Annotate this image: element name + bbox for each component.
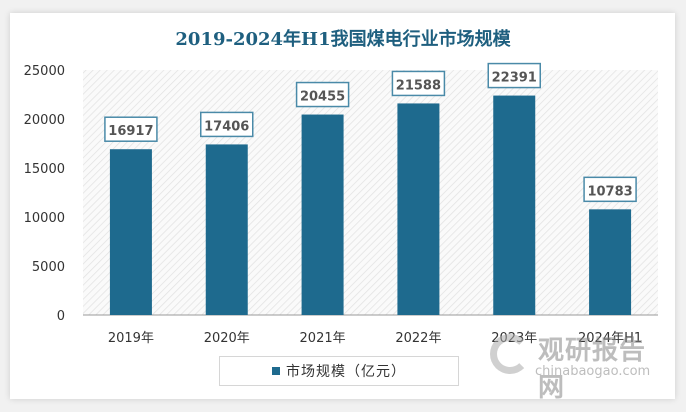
- y-tick-label: 5000: [32, 260, 65, 275]
- legend-label: 市场规模（亿元）: [286, 364, 406, 380]
- data-label: 22391: [492, 71, 537, 86]
- data-label-box: [200, 111, 254, 138]
- x-tick-label: 2021年: [300, 331, 346, 346]
- x-tick-label: 2020年: [204, 331, 250, 346]
- data-label-box: [391, 70, 446, 97]
- data-label: 17406: [204, 119, 249, 134]
- bar: [301, 114, 344, 315]
- y-tick-label: 20000: [24, 113, 65, 128]
- bar: [109, 149, 152, 315]
- data-label-box: [487, 62, 541, 89]
- y-tick-label: 10000: [24, 211, 65, 226]
- legend: 市场规模（亿元）: [219, 356, 459, 386]
- x-tick-label: 2024年H1: [578, 331, 642, 346]
- y-tick-label: 25000: [24, 64, 65, 79]
- data-label-box: [583, 176, 637, 203]
- bar: [589, 209, 632, 315]
- watermark-cn: 观研报告网: [538, 336, 647, 403]
- watermark-logo-icon: [490, 334, 530, 374]
- data-label: 10783: [587, 184, 632, 199]
- data-label-box: [104, 116, 158, 142]
- x-tick-label: 2022年: [395, 331, 441, 346]
- data-label: 20455: [300, 90, 345, 105]
- y-tick-label: 0: [57, 309, 65, 324]
- data-label: 16917: [108, 124, 153, 139]
- chart-title: 2019-2024年H1我国煤电行业市场规模: [175, 28, 511, 50]
- watermark-en: chinabaogao.com: [535, 364, 651, 379]
- legend-swatch: [272, 367, 280, 375]
- data-label-box: [295, 81, 350, 108]
- data-label: 21588: [396, 78, 441, 93]
- y-tick-label: 15000: [24, 162, 65, 177]
- bar: [397, 103, 440, 316]
- plot-area: [83, 70, 658, 315]
- bar: [205, 144, 248, 315]
- watermark: 观研报告网 chinabaogao.com: [490, 330, 665, 403]
- bar: [493, 95, 536, 315]
- x-tick-label: 2019年: [108, 331, 154, 346]
